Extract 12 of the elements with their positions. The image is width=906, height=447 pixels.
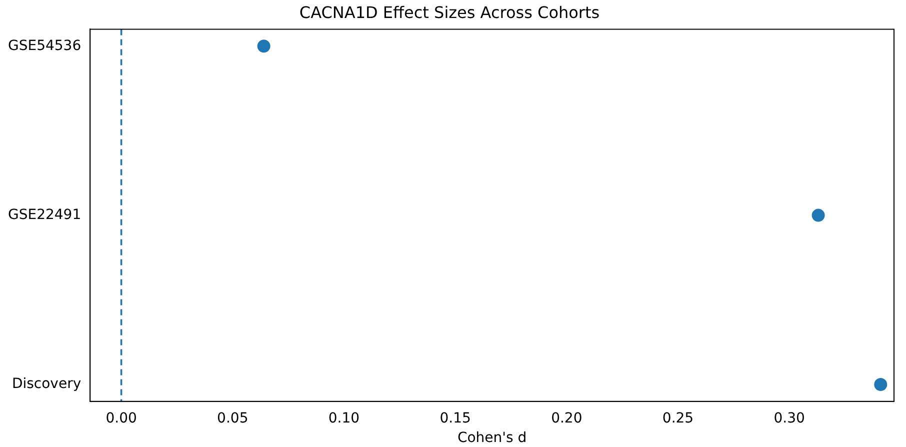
x-tick-label: 0.05 bbox=[217, 410, 248, 426]
x-tick-label: 0.15 bbox=[440, 410, 471, 426]
y-tick-label: Discovery bbox=[12, 376, 82, 392]
x-axis-title: Cohen's d bbox=[457, 430, 527, 446]
x-tick-label: 0.00 bbox=[106, 410, 137, 426]
y-tick-label: GSE22491 bbox=[8, 206, 82, 223]
chart-title: CACNA1D Effect Sizes Across Cohorts bbox=[299, 2, 600, 22]
y-tick-label: GSE54536 bbox=[8, 38, 82, 54]
x-tick-label: 0.10 bbox=[328, 410, 360, 426]
x-tick-label: 0.20 bbox=[551, 410, 582, 426]
x-tick-label: 0.25 bbox=[662, 410, 694, 426]
x-tick-label: 0.30 bbox=[774, 410, 805, 426]
